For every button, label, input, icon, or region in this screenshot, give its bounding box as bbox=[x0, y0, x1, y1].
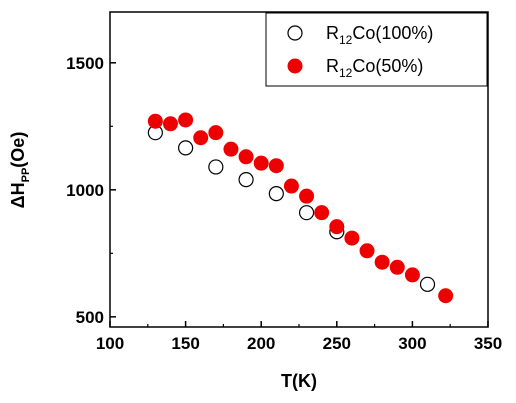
y-tick-label-500: 500 bbox=[76, 308, 104, 327]
point-series1-0 bbox=[147, 113, 163, 129]
point-series1-5 bbox=[223, 141, 239, 157]
y-tick-label-1000: 1000 bbox=[66, 181, 104, 200]
point-series1-3 bbox=[193, 130, 209, 146]
point-series0-5 bbox=[298, 205, 315, 221]
y-axis-title-main: ΔH bbox=[8, 182, 28, 208]
point-series1-13 bbox=[344, 230, 360, 246]
point-series1-4 bbox=[208, 125, 224, 141]
point-series1-18 bbox=[438, 288, 454, 304]
point-series1-10 bbox=[299, 188, 315, 204]
legend-marker-50 bbox=[287, 58, 303, 74]
point-series1-12 bbox=[329, 219, 345, 235]
y-axis-title-sub: PP bbox=[20, 168, 32, 183]
x-tick-label-300: 300 bbox=[398, 334, 426, 353]
y-axis-title: ΔHPP(Oe) bbox=[8, 132, 32, 209]
point-series0-1 bbox=[178, 140, 194, 156]
point-series1-8 bbox=[268, 158, 284, 174]
legend-label-100: R12Co(100%) bbox=[326, 23, 433, 47]
legend: R12Co(100%) R12Co(50%) bbox=[265, 12, 488, 87]
legend-label-100-main: R bbox=[326, 23, 339, 43]
x-axis-title: T(K) bbox=[281, 371, 317, 391]
point-series1-16 bbox=[389, 259, 405, 275]
legend-box bbox=[265, 12, 488, 87]
axis-ticks bbox=[109, 62, 489, 327]
legend-label-50-main: R bbox=[326, 56, 339, 76]
legend-label-50-rest: Co(50%) bbox=[352, 56, 423, 76]
point-series0-3 bbox=[238, 172, 254, 188]
point-series0-4 bbox=[268, 186, 284, 202]
x-tick-label-150: 150 bbox=[171, 334, 199, 353]
x-tick-label-350: 350 bbox=[474, 334, 502, 353]
x-tick-label-100: 100 bbox=[96, 334, 124, 353]
point-series1-14 bbox=[359, 243, 375, 259]
point-series1-1 bbox=[162, 116, 178, 132]
point-series1-17 bbox=[404, 267, 420, 283]
point-series0-2 bbox=[208, 159, 224, 175]
legend-label-50: R12Co(50%) bbox=[326, 56, 423, 80]
x-tick-label-200: 200 bbox=[247, 334, 275, 353]
x-tick-label-250: 250 bbox=[323, 334, 351, 353]
point-series1-7 bbox=[253, 155, 269, 171]
y-axis-title-unit: (Oe) bbox=[8, 132, 28, 168]
point-series1-11 bbox=[314, 205, 330, 221]
y-tick-label-1500: 1500 bbox=[66, 54, 104, 73]
legend-label-100-sub: 12 bbox=[339, 33, 353, 47]
tick-labels: 100 150 200 250 300 350 500 1000 1500 bbox=[66, 54, 502, 353]
data-points bbox=[147, 112, 454, 304]
point-series1-9 bbox=[283, 178, 299, 194]
legend-label-50-sub: 12 bbox=[339, 66, 353, 80]
point-series1-2 bbox=[178, 112, 194, 128]
legend-label-100-rest: Co(100%) bbox=[352, 23, 433, 43]
point-series1-6 bbox=[238, 149, 254, 165]
legend-marker-100 bbox=[287, 25, 303, 41]
point-series1-15 bbox=[374, 254, 390, 270]
point-series0-7 bbox=[419, 276, 436, 292]
